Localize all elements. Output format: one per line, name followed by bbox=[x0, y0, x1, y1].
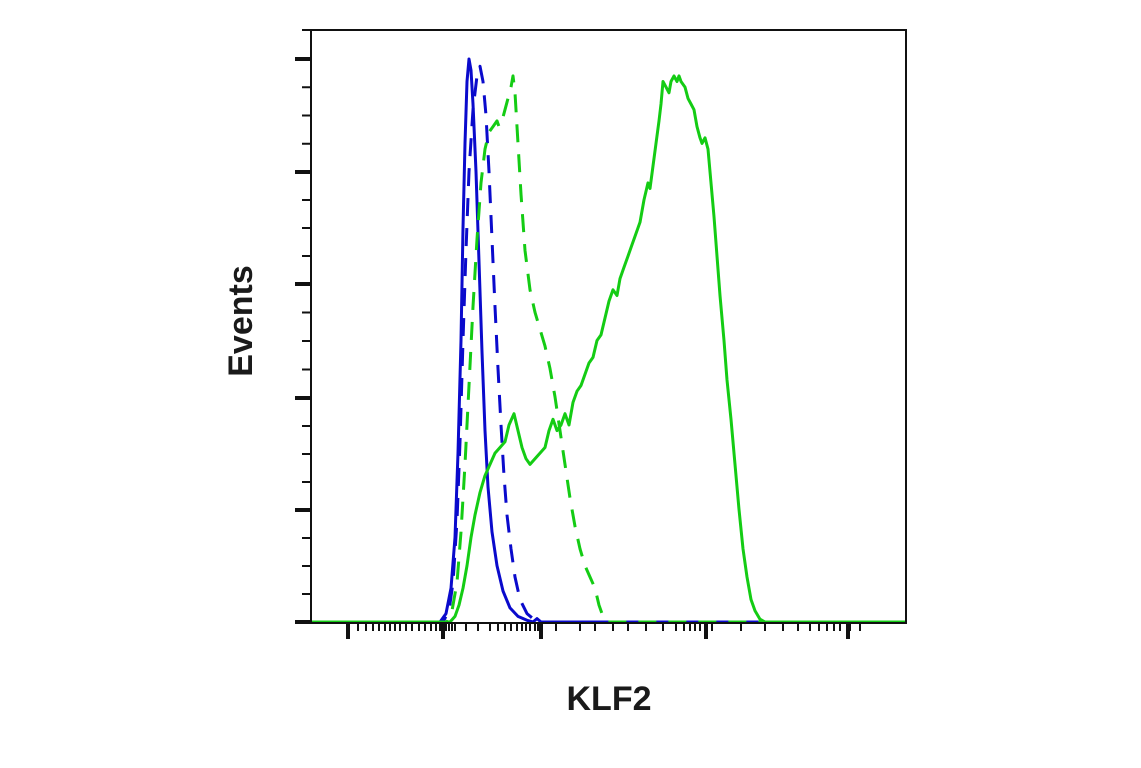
series-line-3 bbox=[311, 74, 906, 624]
y-axis-title: Events bbox=[222, 265, 260, 377]
y-axis-ticks bbox=[295, 29, 311, 624]
series-line-0 bbox=[311, 57, 906, 624]
x-axis-title: KLF2 bbox=[567, 680, 652, 718]
plot-frame bbox=[310, 29, 907, 624]
histogram-series bbox=[311, 57, 906, 624]
series-line-2 bbox=[311, 74, 906, 624]
series-line-1 bbox=[311, 64, 906, 624]
x-axis-ticks bbox=[346, 623, 861, 639]
